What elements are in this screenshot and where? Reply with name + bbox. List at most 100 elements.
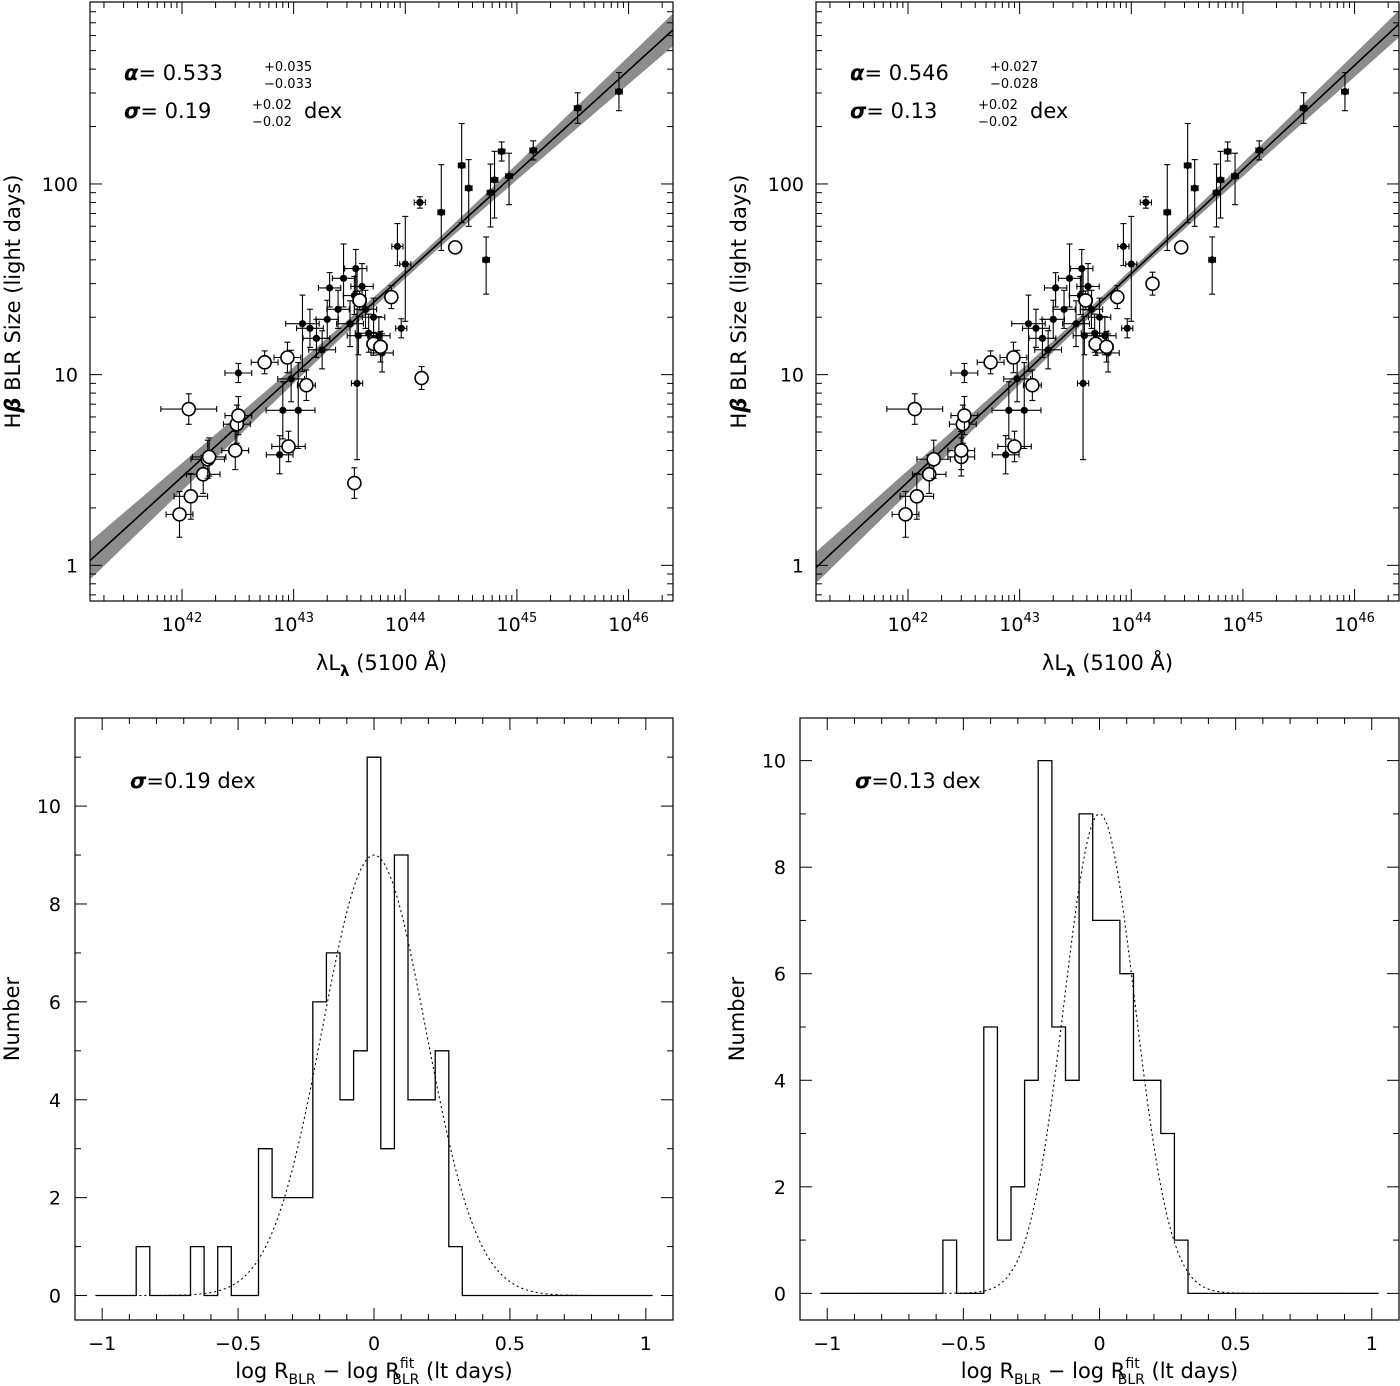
plot-frame: [74, 717, 674, 1321]
filled-data-point-group: [497, 141, 506, 162]
x-tick-label: 1042: [888, 611, 929, 636]
open-data-point: [921, 467, 937, 482]
filled-data-point-group: [464, 159, 473, 227]
x-tick-label: −1: [813, 1333, 841, 1355]
open-data-point: [414, 370, 429, 386]
open-data-point: [1078, 293, 1093, 308]
alpha-lower-error: −0.033: [264, 77, 312, 92]
filled-data-point: [334, 305, 342, 313]
filled-data-point: [1013, 375, 1021, 383]
filled-data-point-group: [413, 196, 426, 209]
x-tick-label: 1: [1366, 1333, 1378, 1355]
filled-data-point: [529, 146, 537, 154]
open-data-point: [1099, 339, 1114, 355]
filled-data-point: [1119, 242, 1127, 251]
open-data-point-group: [1099, 330, 1114, 363]
filled-data-point: [234, 369, 242, 377]
filled-data-point: [1208, 256, 1216, 264]
filled-data-point-group: [326, 289, 350, 329]
filled-data-point: [401, 260, 409, 268]
open-data-point: [373, 339, 388, 355]
alpha-upper-error: +0.027: [990, 60, 1038, 75]
open-data-point-group: [165, 490, 194, 538]
filled-data-point-group: [505, 152, 513, 206]
sigma-annotation: σ= 0.13: [850, 99, 937, 123]
filled-data-point: [298, 320, 307, 328]
filled-data-point-group: [395, 318, 408, 339]
filled-data-point: [1084, 282, 1092, 291]
filled-data-point-group: [224, 362, 253, 384]
y-tick-label: 10: [37, 796, 61, 818]
fit-uncertainty-band: [90, 13, 673, 580]
filled-data-point-group: [457, 122, 466, 224]
filled-data-point: [1091, 329, 1099, 337]
y-tick-label: 10: [762, 751, 786, 773]
open-data-point: [384, 289, 399, 305]
alpha-lower-error: −0.028: [990, 77, 1038, 92]
y-tick-label: 8: [49, 894, 61, 916]
open-data-point: [227, 443, 243, 458]
filled-data-point: [306, 324, 314, 332]
filled-data-point-group: [1121, 318, 1134, 339]
filled-data-point: [1044, 346, 1052, 354]
plot-frame: [799, 717, 1400, 1321]
filled-data-point: [365, 329, 373, 337]
filled-data-point: [1163, 208, 1171, 216]
x-tick-label: 1042: [162, 611, 203, 636]
filled-data-point: [437, 208, 445, 216]
filled-data-point-group: [308, 330, 337, 370]
filled-data-point: [482, 256, 490, 264]
filled-data-point-group: [280, 362, 316, 450]
x-tick-label: 0.5: [1221, 1333, 1251, 1355]
filled-data-point-group: [1087, 297, 1112, 337]
open-data-point-group: [976, 350, 1005, 375]
filled-data-point: [1123, 324, 1131, 332]
x-tick-label: 1044: [1111, 611, 1152, 636]
x-tick-label: 1046: [608, 611, 649, 636]
y-tick-label: 0: [49, 1286, 61, 1308]
y-axis-label: Hβ BLR Size (light days): [727, 175, 751, 429]
fit-line: [90, 28, 673, 562]
filled-data-point: [1101, 332, 1109, 340]
filled-data-point-group: [1062, 300, 1090, 348]
y-tick-label: 10: [780, 365, 804, 387]
filled-data-point: [1191, 184, 1199, 192]
filled-data-point: [1341, 88, 1349, 96]
open-data-point-group: [1078, 290, 1093, 311]
filled-data-point-group: [1052, 289, 1076, 329]
open-data-point: [957, 408, 972, 423]
open-data-point-group: [224, 395, 253, 436]
y-tick-label: 4: [49, 1090, 61, 1112]
filled-data-point: [312, 334, 321, 342]
filled-data-point: [1032, 324, 1040, 332]
filled-data-point-group: [437, 164, 446, 252]
filled-data-point: [393, 242, 401, 251]
x-tick-label: 1046: [1334, 611, 1375, 636]
filled-data-point-group: [1255, 140, 1264, 161]
filled-data-point: [1052, 284, 1060, 292]
filled-data-point-group: [1043, 272, 1068, 308]
open-data-point: [172, 507, 187, 522]
open-data-point-group: [221, 430, 250, 471]
x-axis-label: log RBLR − log Rfit BLR (lt days): [961, 1356, 1238, 1386]
filled-data-point: [458, 161, 466, 170]
filled-data-point: [353, 379, 361, 387]
x-tick-label: 1043: [273, 611, 314, 636]
y-tick-label: 4: [774, 1070, 786, 1092]
open-data-point: [181, 401, 197, 417]
filled-data-point-group: [573, 92, 582, 124]
filled-data-point-group: [1212, 163, 1221, 228]
filled-data-point: [486, 189, 495, 197]
filled-data-point-group: [1231, 152, 1239, 206]
filled-data-point: [346, 320, 354, 328]
filled-data-point-group: [1034, 330, 1063, 370]
y-tick-label: 1: [66, 555, 78, 577]
filled-data-point: [1002, 451, 1010, 459]
sigma-lower-error: −0.02: [978, 115, 1018, 130]
filled-data-point-group: [1076, 268, 1090, 461]
open-data-point-group: [271, 430, 306, 463]
filled-data-point: [1060, 305, 1068, 313]
filled-data-point-group: [391, 223, 404, 267]
filled-data-point-group: [285, 294, 320, 372]
open-data-point: [1025, 377, 1040, 393]
